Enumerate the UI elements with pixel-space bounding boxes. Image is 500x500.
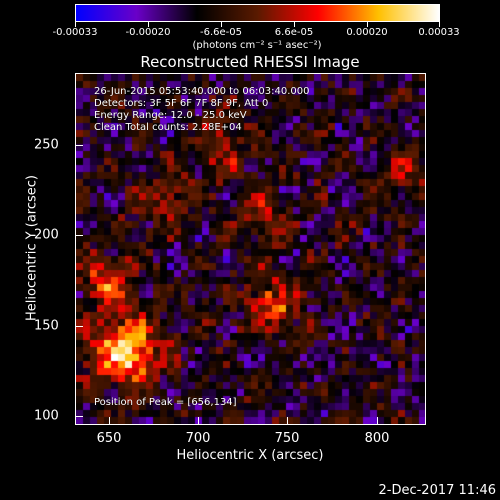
y-tick xyxy=(75,145,83,146)
colorbar-label: 0.00020 xyxy=(346,27,388,38)
y-tick-label: 200 xyxy=(34,227,59,243)
colorbar-tick xyxy=(367,22,368,27)
colorbar-tick xyxy=(221,22,222,27)
colorbar-tick xyxy=(294,22,295,27)
image-plot xyxy=(75,73,426,425)
colorbar-units: (photons cm⁻² s⁻¹ asec⁻²) xyxy=(192,40,322,51)
x-tick-label: 750 xyxy=(274,431,300,446)
x-tick xyxy=(198,417,199,425)
colorbar-label: -0.00033 xyxy=(52,27,98,38)
clean-counts-text: Clean Total counts: 2.28E+04 xyxy=(94,122,242,133)
y-tick-label: 150 xyxy=(34,318,59,334)
y-tick-label: 100 xyxy=(34,408,59,424)
y-tick xyxy=(75,416,83,417)
colorbar-label: -0.00020 xyxy=(125,27,171,38)
x-tick xyxy=(287,417,288,425)
x-tick-label: 650 xyxy=(96,431,122,446)
y-axis-label: Heliocentric Y (arcsec) xyxy=(24,175,40,321)
plot-title: Reconstructed RHESSI Image xyxy=(140,53,360,71)
y-tick-label: 250 xyxy=(34,137,59,153)
x-axis-label: Heliocentric X (arcsec) xyxy=(176,448,324,463)
y-tick xyxy=(75,235,83,236)
colorbar-label: -6.6e-05 xyxy=(200,27,242,38)
colorbar-tick xyxy=(148,22,149,27)
colorbar-tick xyxy=(75,22,76,27)
x-tick xyxy=(377,417,378,425)
colorbar xyxy=(75,4,440,22)
time-range-text: 26-Jun-2015 05:53:40.000 to 06:03:40.000 xyxy=(94,86,310,97)
colorbar-label: 0.00033 xyxy=(418,27,460,38)
x-tick xyxy=(109,417,110,425)
colorbar-tick xyxy=(439,22,440,27)
detectors-text: Detectors: 3F 5F 6F 7F 8F 9F, Att 0 xyxy=(94,98,269,109)
energy-range-text: Energy Range: 12.0 - 25.0 keV xyxy=(94,110,247,121)
x-tick-label: 700 xyxy=(185,431,211,446)
colorbar-label: 6.6e-05 xyxy=(274,27,314,38)
rhessi-image xyxy=(76,74,425,424)
peak-position-text: Position of Peak = [656,134] xyxy=(94,397,237,408)
x-tick-label: 800 xyxy=(364,431,390,446)
y-tick xyxy=(75,326,83,327)
date-stamp: 2-Dec-2017 11:46 xyxy=(378,483,497,498)
